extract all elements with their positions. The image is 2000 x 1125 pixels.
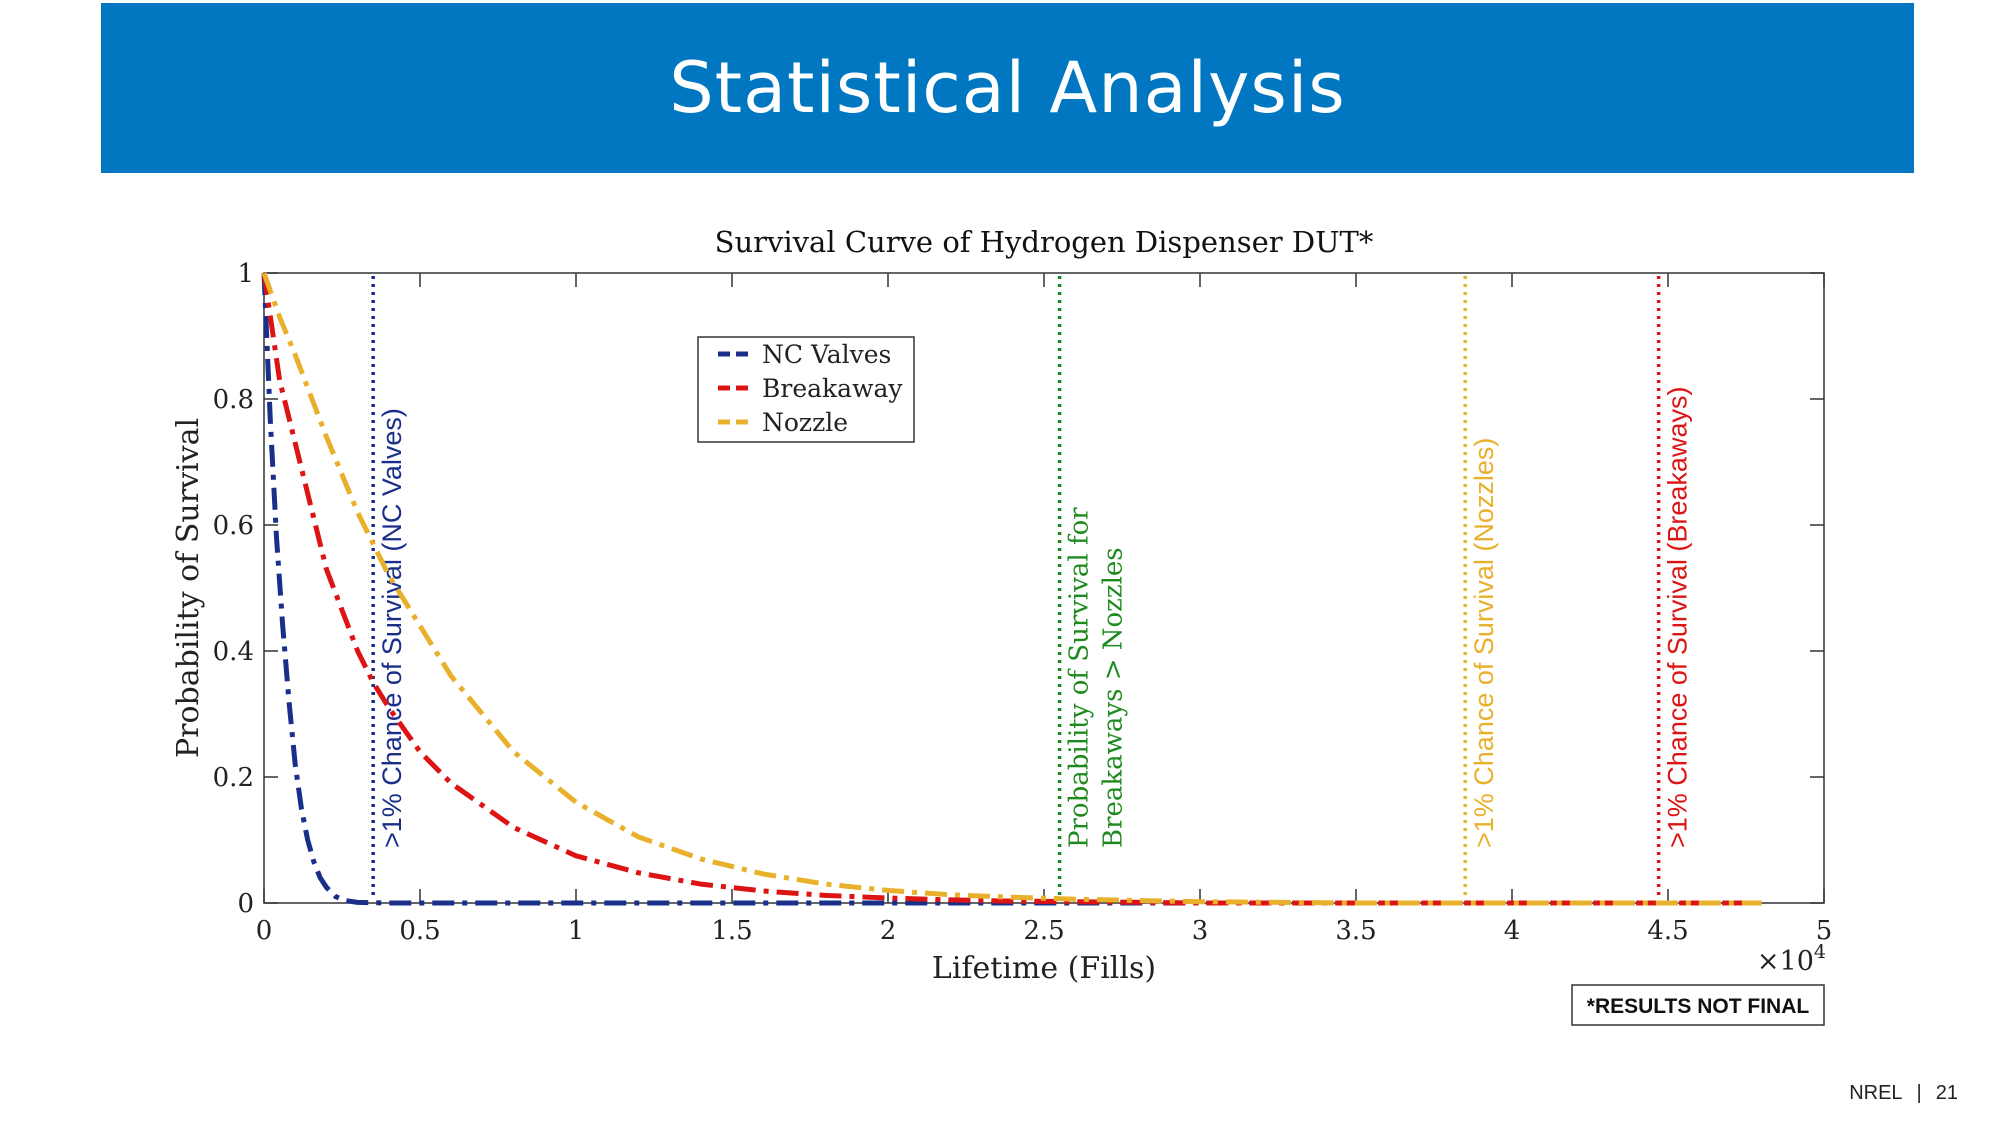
x-tick-label: 2.5 — [1023, 916, 1064, 946]
y-tick-label: 0.2 — [213, 763, 254, 793]
results-note-text: *RESULTS NOT FINAL — [1587, 995, 1810, 1018]
x-tick-label: 3.5 — [1335, 916, 1376, 946]
page-number: 21 — [1935, 1082, 1958, 1104]
y-tick-label: 0 — [237, 889, 254, 919]
legend-label: Nozzle — [762, 408, 848, 437]
slide-footer: NREL | 21 — [1849, 1082, 1958, 1105]
footer-org: NREL — [1849, 1082, 1903, 1104]
legend-label: Breakaway — [762, 374, 903, 403]
reference-label: >1% Chance of Survival (Breakaways) — [1663, 387, 1693, 848]
x-axis-multiplier: ×104 — [1757, 941, 1826, 977]
x-tick-label: 1.5 — [711, 916, 752, 946]
reference-label-line: >1% Chance of Survival (Breakaways) — [1663, 387, 1693, 848]
series-line-nozzle — [261, 272, 1762, 906]
reference-label-line: Probability of Survival for — [1065, 507, 1095, 848]
chart-title: Survival Curve of Hydrogen Dispenser DUT… — [715, 225, 1374, 259]
reference-label: >1% Chance of Survival (NC Valves) — [377, 408, 407, 848]
x-tick-label: 1 — [568, 916, 585, 946]
plot-frame — [263, 272, 1825, 904]
y-tick-label: 0.4 — [213, 637, 254, 667]
slide-title: Statistical Analysis — [669, 47, 1346, 129]
y-axis-label: Probability of Survival — [171, 418, 206, 758]
x-tick-label: 0 — [256, 916, 273, 946]
reference-label-line: >1% Chance of Survival (NC Valves) — [377, 408, 407, 848]
y-tick-label: 0.6 — [213, 511, 254, 541]
reference-label: Probability of Survival for Breakaways > … — [1065, 507, 1129, 848]
y-tick-label: 0.8 — [213, 385, 254, 415]
series-line-nc-valves — [261, 272, 1762, 906]
series-line-breakaway — [261, 272, 1762, 906]
reference-label-line: >1% Chance of Survival (Nozzles) — [1469, 438, 1499, 848]
reference-label-line: Breakaways > Nozzles — [1099, 547, 1129, 848]
title-bar: Statistical Analysis — [101, 3, 1914, 173]
legend-label: NC Valves — [762, 340, 891, 369]
x-tick-label: 3 — [1192, 916, 1209, 946]
legend-box — [697, 336, 915, 443]
results-note-box — [1571, 984, 1825, 1026]
x-tick-label: 4 — [1504, 916, 1521, 946]
y-tick-label: 1 — [237, 259, 254, 289]
x-axis-label: Lifetime (Fills) — [932, 951, 1156, 986]
x-tick-label: 0.5 — [399, 916, 440, 946]
x-tick-label: 2 — [880, 916, 897, 946]
x-tick-label: 5 — [1816, 916, 1833, 946]
reference-label: >1% Chance of Survival (Nozzles) — [1469, 438, 1499, 848]
footer-separator: | — [1916, 1082, 1922, 1104]
x-tick-label: 4.5 — [1647, 916, 1688, 946]
